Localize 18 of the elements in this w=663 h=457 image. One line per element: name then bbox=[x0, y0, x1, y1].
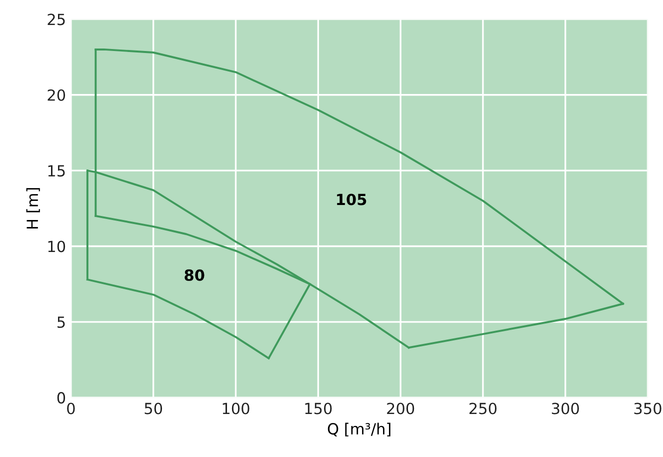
y-tick-label: 15 bbox=[48, 165, 65, 177]
x-tick-label: 0 bbox=[67, 402, 75, 414]
annotation: 80 bbox=[184, 269, 204, 281]
y-tick-label: 0 bbox=[57, 392, 66, 404]
y-tick-label: 25 bbox=[48, 14, 65, 26]
x-tick-label: 300 bbox=[552, 402, 579, 414]
x-tick-label: 50 bbox=[144, 402, 162, 414]
x-axis-title: Q [m³/h] bbox=[328, 422, 390, 436]
x-tick-label: 100 bbox=[222, 402, 250, 414]
annotation: 105 bbox=[337, 194, 366, 206]
y-tick-label: 20 bbox=[48, 89, 66, 101]
x-tick-label: 200 bbox=[387, 402, 414, 414]
y-tick-label: 10 bbox=[48, 240, 66, 252]
x-tick-label: 250 bbox=[469, 402, 497, 414]
x-tick-label: 150 bbox=[305, 402, 332, 414]
y-axis-title: H [m] bbox=[26, 188, 40, 228]
y-tick-label: 5 bbox=[58, 316, 65, 328]
x-tick-label: 350 bbox=[634, 402, 662, 414]
